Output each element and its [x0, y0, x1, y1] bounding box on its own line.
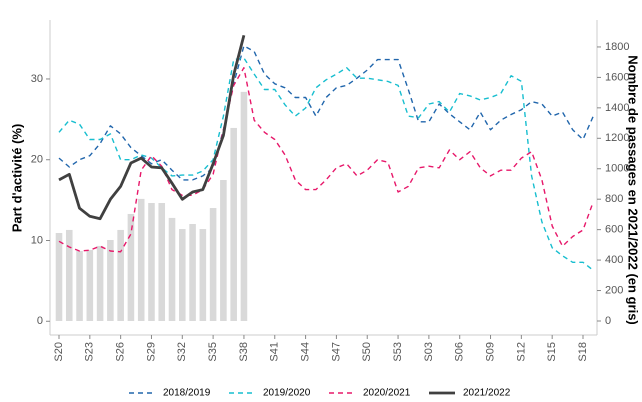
x-tick-label: S12 — [515, 342, 527, 362]
bar — [179, 229, 186, 321]
x-tick-label: S41 — [269, 342, 281, 362]
bar — [230, 127, 237, 321]
y2-tick-label: 1400 — [605, 102, 629, 114]
bar — [209, 208, 217, 321]
y2-tick-label: 600 — [605, 224, 623, 236]
bar — [55, 232, 63, 321]
y-tick-label: 30 — [31, 73, 43, 85]
bar — [220, 180, 227, 321]
bar — [86, 250, 94, 321]
x-tick-label: S32 — [176, 342, 188, 362]
x-tick-label: S03 — [423, 342, 435, 362]
x-tick-label: S09 — [484, 342, 496, 362]
legend-label: 2019/2020 — [263, 388, 311, 399]
bar — [65, 229, 73, 321]
x-tick-label: S29 — [145, 342, 157, 362]
bar — [117, 229, 124, 321]
x-tick-label: S06 — [454, 342, 466, 362]
bar — [240, 91, 248, 321]
y-axis-title: Part d'activité (%) — [9, 124, 24, 233]
bar — [158, 203, 166, 321]
x-tick-label: S44 — [299, 342, 311, 362]
x-tick-label: S20 — [53, 342, 65, 362]
bar — [76, 250, 83, 321]
y2-tick-label: 1600 — [605, 71, 629, 83]
x-tick-label: S26 — [115, 342, 127, 362]
y2-tick-label: 1800 — [605, 41, 629, 53]
y2-tick-label: 0 — [605, 315, 611, 327]
y2-axis-title: Nombre de passages en 2021/2022 (en gris… — [626, 55, 641, 325]
bar — [107, 239, 114, 321]
y2-tick-label: 200 — [605, 284, 623, 296]
x-tick-label: S50 — [361, 342, 373, 362]
series-line — [58, 45, 594, 181]
x-tick-label: S47 — [330, 342, 342, 362]
legend-label: 2021/2022 — [463, 388, 511, 399]
y2-tick-label: 1200 — [605, 132, 629, 144]
x-tick-label: S15 — [546, 342, 558, 362]
bar — [96, 245, 104, 321]
bar — [127, 213, 135, 321]
bar — [137, 198, 145, 321]
legend-label: 2018/2019 — [163, 388, 211, 399]
legend-label: 2020/2021 — [363, 388, 411, 399]
x-tick-label: S53 — [392, 342, 404, 362]
series-line — [58, 34, 246, 221]
x-tick-label: S18 — [577, 342, 589, 362]
x-tick-label: S35 — [207, 342, 219, 362]
y2-tick-label: 400 — [605, 254, 623, 266]
bar — [168, 217, 176, 321]
y-tick-label: 10 — [31, 234, 43, 246]
y-tick-label: 20 — [31, 154, 43, 166]
x-tick-label: S23 — [84, 342, 96, 362]
x-tick-label: S38 — [238, 342, 250, 362]
series-line — [58, 67, 594, 253]
bar — [189, 224, 196, 321]
y2-tick-label: 1000 — [605, 163, 629, 175]
bar — [199, 229, 207, 321]
y-tick-label: 0 — [37, 315, 43, 327]
y2-tick-label: 800 — [605, 193, 623, 205]
bar — [148, 203, 155, 321]
series-line — [58, 57, 594, 271]
